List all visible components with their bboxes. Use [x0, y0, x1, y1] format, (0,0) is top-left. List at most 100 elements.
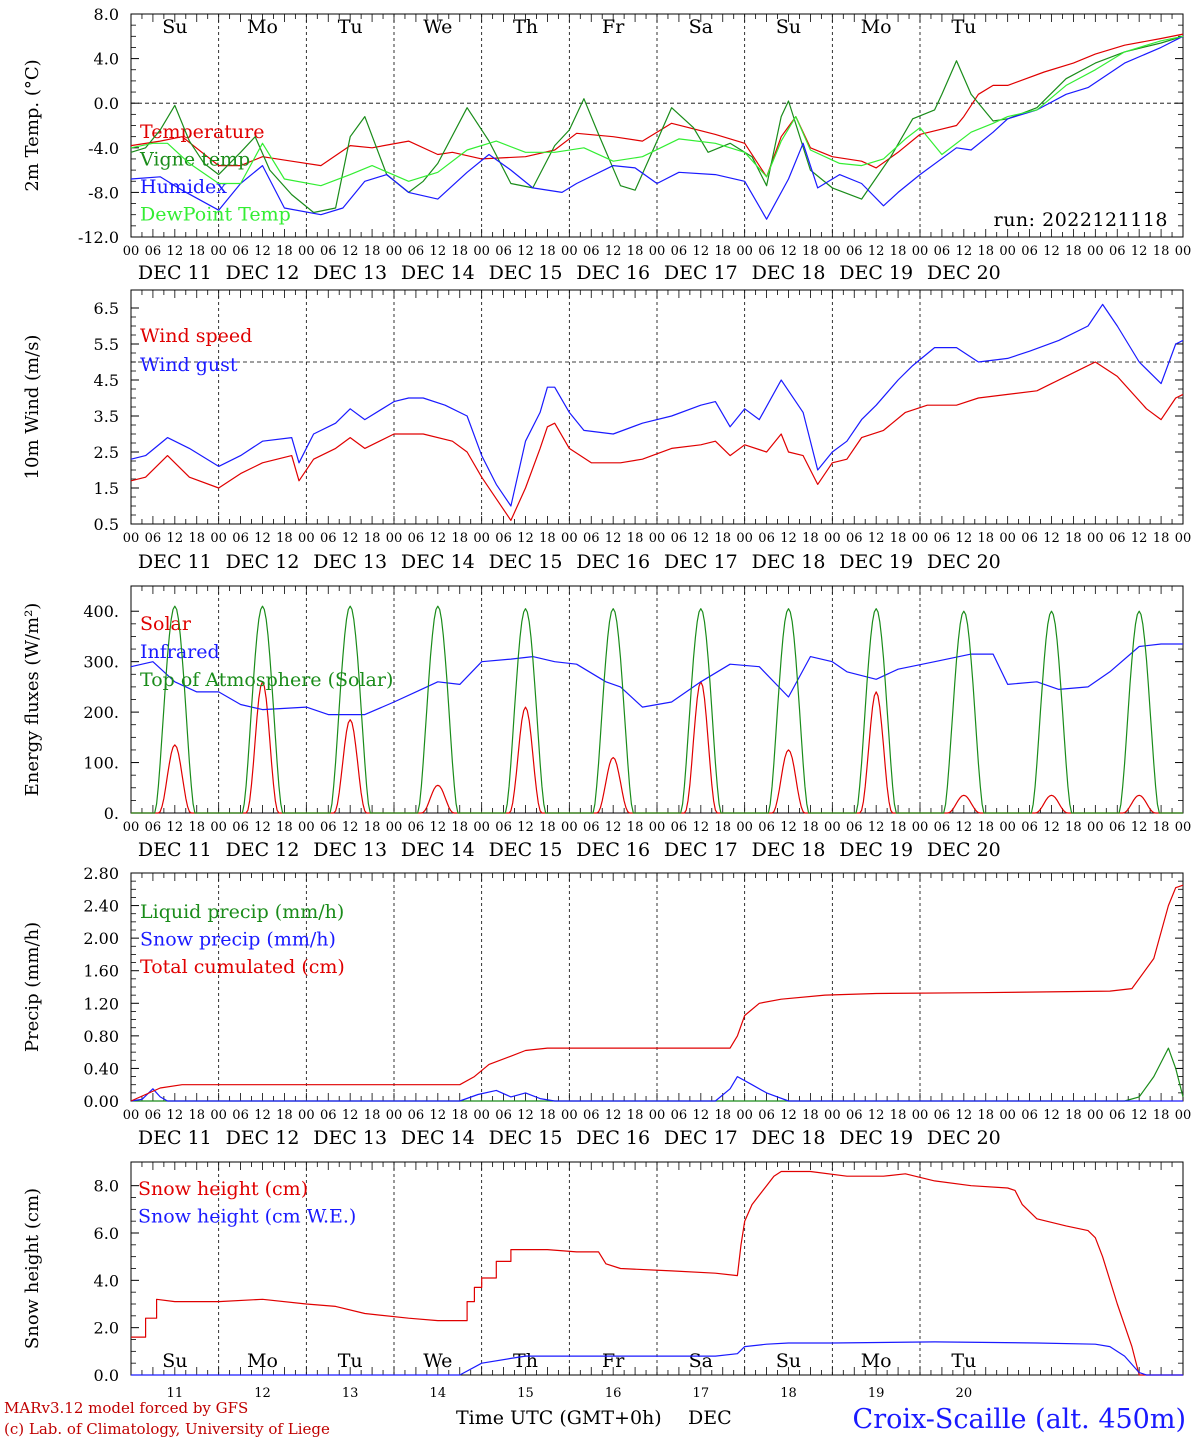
y-tick-label: 0.0: [94, 94, 119, 113]
x-hour-label: 12: [868, 1108, 885, 1123]
x-hour-label: 06: [408, 244, 425, 259]
x-hour-label: 00: [649, 244, 666, 259]
y-tick-label: 6.0: [94, 1224, 119, 1243]
x-hour-label: 18: [539, 244, 556, 259]
x-date-label: DEC 11: [138, 262, 212, 284]
y-tick-label: 0.40: [83, 1059, 119, 1078]
x-date-label: DEC 14: [401, 551, 475, 573]
weekday-label: Tu: [338, 16, 363, 38]
x-date-label: DEC 16: [576, 262, 650, 284]
x-hour-label: 06: [846, 531, 863, 546]
x-date-label: DEC 20: [927, 839, 1001, 861]
x-date-label: DEC 18: [752, 1127, 826, 1149]
x-hour-label: 00: [210, 1108, 227, 1123]
x-hour-label: 00: [649, 531, 666, 546]
x-hour-label: 06: [232, 531, 249, 546]
series-line-snow-0: [131, 1170, 1183, 1376]
weekday-label: Tu: [338, 1350, 363, 1372]
x-hour-label: 06: [671, 820, 688, 835]
legend-entry: Temperature: [140, 121, 264, 143]
x-hour-label: 12: [342, 820, 359, 835]
x-hour-label: 18: [188, 244, 205, 259]
weekday-label: Mo: [861, 1350, 892, 1372]
x-hour-label: 12: [1043, 244, 1060, 259]
x-hour-label: 06: [758, 820, 775, 835]
x-hour-label: 00: [561, 820, 578, 835]
x-hour-label: 18: [890, 531, 907, 546]
lab-credit: (c) Lab. of Climatology, University of L…: [4, 1420, 330, 1438]
x-hour-label: 12: [956, 820, 973, 835]
x-hour-label: 06: [758, 531, 775, 546]
x-hour-label: 12: [693, 244, 710, 259]
x-date-label: DEC 13: [313, 551, 387, 573]
x-hour-label: 00: [298, 820, 315, 835]
weekday-label: Fr: [602, 16, 625, 38]
x-hour-label: 06: [934, 244, 951, 259]
legend-entry: Solar: [140, 613, 192, 635]
x-hour-label: 00: [912, 244, 929, 259]
x-date-label: DEC 18: [752, 551, 826, 573]
x-hour-label: 06: [671, 244, 688, 259]
x-hour-label: 18: [802, 244, 819, 259]
x-date-label: DEC 19: [839, 839, 913, 861]
x-date-label: DEC 19: [839, 262, 913, 284]
x-hour-label: 12: [430, 244, 447, 259]
x-hour-label: 06: [495, 531, 512, 546]
x-hour-label: 18: [276, 820, 293, 835]
x-hour-label: 12: [254, 820, 271, 835]
x-hour-label: 18: [1065, 531, 1082, 546]
legend-entry: Top of Atmosphere (Solar): [140, 669, 393, 691]
x-date-label: DEC 17: [664, 1127, 738, 1149]
y-axis-label: Energy fluxes (W/m²): [22, 603, 43, 797]
legend-entry: Snow height (cm): [138, 1178, 308, 1200]
y-tick-label: 1.60: [83, 962, 119, 981]
x-date-label: DEC 16: [576, 1127, 650, 1149]
x-hour-label: 18: [188, 1108, 205, 1123]
x-hour-label: 18: [714, 244, 731, 259]
x-hour-label: 12: [517, 531, 534, 546]
x-day-number: 15: [517, 1386, 534, 1401]
x-hour-label: 12: [1043, 531, 1060, 546]
x-hour-label: 18: [1065, 244, 1082, 259]
x-date-label: DEC 12: [226, 262, 300, 284]
x-hour-label: 12: [1131, 244, 1148, 259]
x-hour-label: 06: [320, 1108, 337, 1123]
x-hour-label: 18: [802, 1108, 819, 1123]
x-hour-label: 12: [605, 820, 622, 835]
y-axis-label: 2m Temp. (°C): [22, 59, 43, 191]
x-hour-label: 06: [145, 531, 162, 546]
x-hour-label: 00: [123, 531, 140, 546]
y-tick-label: -12.0: [78, 228, 119, 247]
y-tick-label: 0.0: [94, 1366, 119, 1385]
y-axis-label: Precip (mm/h): [22, 922, 43, 1052]
weekday-label: Mo: [247, 1350, 278, 1372]
time-axis-label: Time UTC (GMT+0h): [456, 1407, 662, 1429]
x-hour-label: 00: [824, 244, 841, 259]
x-hour-label: 12: [430, 820, 447, 835]
x-hour-label: 06: [145, 820, 162, 835]
x-hour-label: 00: [912, 1108, 929, 1123]
y-tick-label: 2.5: [94, 443, 119, 462]
x-hour-label: 06: [145, 244, 162, 259]
x-hour-label: 06: [1109, 1108, 1126, 1123]
weekday-label: Su: [162, 16, 187, 38]
chart-panels: 8.0 4.0 0.0 -4.0 -8.0 -12.0 2m Temp. (°C) 00 06 1…: [22, 5, 1191, 1401]
x-date-label: DEC 14: [401, 839, 475, 861]
x-hour-label: 12: [693, 531, 710, 546]
x-hour-label: 06: [1021, 244, 1038, 259]
x-hour-label: 18: [977, 244, 994, 259]
x-date-label: DEC 18: [752, 262, 826, 284]
x-date-label: DEC 20: [927, 262, 1001, 284]
series-line-temp-2: [130, 35, 1184, 220]
y-tick-label: 100.: [83, 754, 119, 773]
x-hour-label: 12: [167, 531, 184, 546]
x-hour-label: 18: [1065, 1108, 1082, 1123]
weekday-label: We: [423, 16, 452, 38]
panel-precip: 2.80 2.40 2.00 1.60 1.20 0.80 0.40 0.00 Precip (…: [22, 864, 1191, 1149]
x-hour-label: 06: [934, 1108, 951, 1123]
series-line-snow-1: [131, 1341, 1183, 1376]
x-hour-label: 12: [342, 531, 359, 546]
x-hour-label: 12: [780, 820, 797, 835]
x-hour-label: 06: [758, 1108, 775, 1123]
series-line-wind-1: [130, 303, 1184, 507]
